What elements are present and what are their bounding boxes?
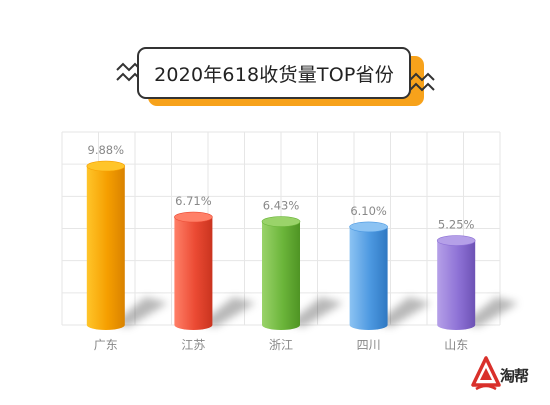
bar-top-山东 bbox=[436, 235, 476, 246]
bar-shadow bbox=[289, 297, 343, 327]
bar-top-广东 bbox=[86, 160, 126, 172]
value-label: 9.88% bbox=[88, 143, 125, 157]
bar-shadow bbox=[113, 297, 168, 327]
bar-浙江 bbox=[262, 221, 300, 330]
value-labels: 9.88% 6.71% 6.43% 6.10% 5.25% bbox=[88, 143, 475, 231]
bars bbox=[86, 160, 476, 330]
taobang-logo-icon bbox=[471, 356, 501, 391]
bar-top-浙江 bbox=[261, 216, 301, 227]
bar-广东 bbox=[86, 166, 125, 330]
bar-山东 bbox=[437, 240, 476, 330]
value-label: 6.43% bbox=[263, 199, 300, 213]
x-tick-label: 四川 bbox=[357, 338, 381, 352]
x-axis-ticks: 广东 江苏 浙江 四川 山东 bbox=[94, 338, 468, 352]
bar-江苏 bbox=[174, 217, 213, 330]
value-label: 5.25% bbox=[438, 218, 475, 232]
title-banner: 2020年618收货量TOP省份 bbox=[0, 0, 550, 120]
zigzag-right-icon bbox=[409, 72, 435, 92]
value-label: 6.71% bbox=[175, 194, 212, 208]
watermark-text: 淘帮 bbox=[500, 367, 529, 385]
x-tick-label: 山东 bbox=[444, 338, 468, 352]
bar-top-江苏 bbox=[174, 211, 213, 223]
bar-shadow bbox=[376, 297, 431, 327]
x-tick-label: 广东 bbox=[94, 338, 118, 352]
bar-top-四川 bbox=[349, 221, 388, 233]
x-tick-label: 江苏 bbox=[181, 338, 205, 352]
value-label: 6.10% bbox=[350, 204, 387, 218]
bar-shadow bbox=[201, 297, 256, 327]
bar-四川 bbox=[349, 226, 388, 330]
chart-title: 2020年618收货量TOP省份 bbox=[137, 47, 411, 99]
bar-shadow bbox=[464, 297, 519, 327]
x-tick-label: 浙江 bbox=[269, 338, 293, 352]
bar-shadows bbox=[113, 297, 519, 327]
